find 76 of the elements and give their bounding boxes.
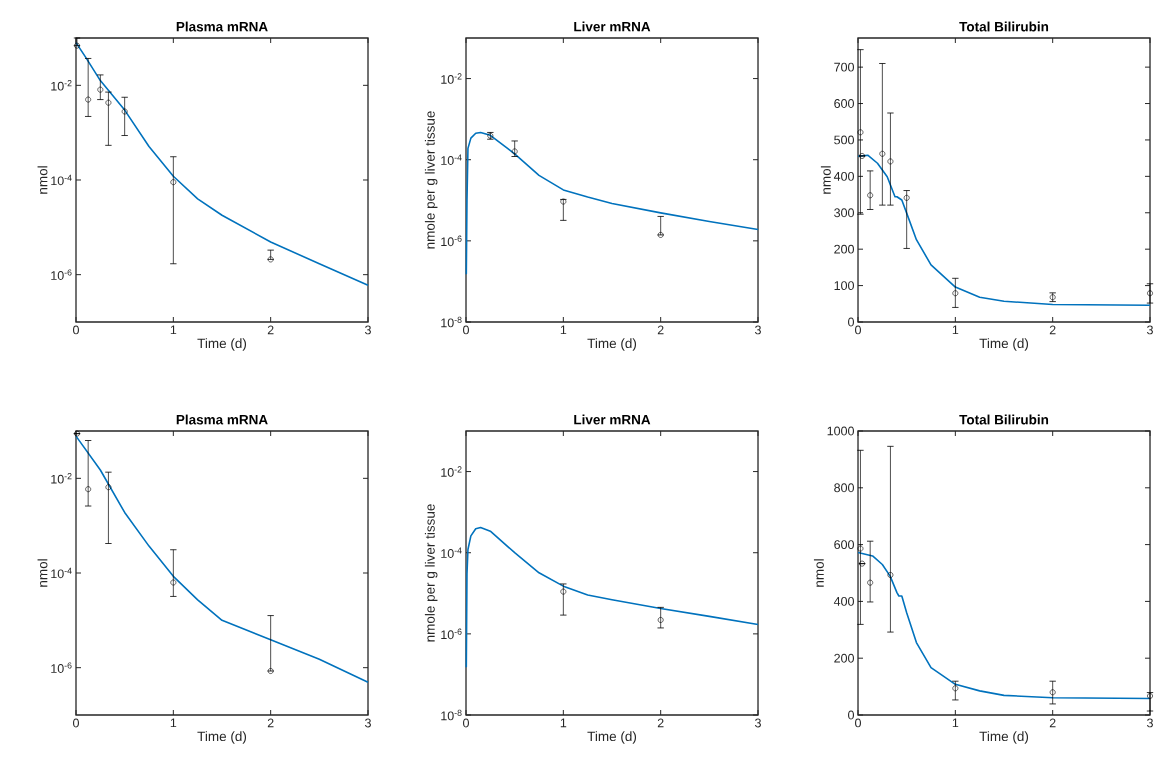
line-series [75, 435, 369, 684]
line-series [465, 131, 759, 276]
y-tick-label: 10$^{-6}$ [51, 662, 72, 673]
x-tick-label: 0 [73, 325, 79, 335]
chart-title: Total Bilirubin [959, 21, 1049, 32]
x-tick-label: 3 [1147, 718, 1153, 728]
y-tick-label: 800 [834, 483, 854, 493]
x-tick-label: 3 [755, 325, 761, 335]
x-tick-label: 0 [73, 718, 79, 728]
y-tick-label: 100 [834, 281, 854, 291]
y-axis-title: nmol [37, 166, 48, 194]
y-tick-label: 300 [834, 208, 854, 218]
x-tick-label: 1 [560, 325, 567, 335]
y-tick-label: 10$^{-4}$ [51, 174, 72, 186]
line-series [857, 551, 1151, 700]
x-tick-label: 3 [755, 718, 761, 728]
y-tick-label: 200 [834, 244, 854, 254]
chart-title: Liver mRNA [574, 414, 651, 425]
x-tick-label: 1 [170, 325, 177, 335]
x-tick-label: 1 [560, 718, 567, 728]
x-tick-label: 2 [1049, 718, 1056, 728]
y-axis-title: nmole per g liver tissue [424, 111, 438, 249]
y-tick-label: 400 [833, 171, 854, 181]
x-axis-title: Time (d) [197, 338, 247, 351]
x-tick-label: 3 [1147, 325, 1153, 335]
line-series [857, 154, 1151, 307]
x-tick-label: 1 [952, 325, 959, 335]
chart-title: Liver mRNA [574, 21, 651, 32]
y-axis-title: nmol [813, 559, 824, 587]
x-tick-label: 2 [657, 325, 664, 335]
y-tick-label: 700 [834, 62, 854, 72]
y-tick-label: 10$^{-2}$ [51, 80, 72, 91]
point [859, 153, 865, 159]
x-axis-title: Time (d) [979, 731, 1029, 744]
y-tick-label: 10$^{-6}$ [51, 269, 72, 280]
y-tick-label: 10$^{-8}$ [441, 316, 462, 328]
y-tick-label: 10$^{-8}$ [441, 709, 462, 721]
y-tick-label: 10$^{-4}$ [51, 567, 72, 579]
x-axis-title: Time (d) [979, 338, 1029, 351]
y-tick-label: 10$^{-2}$ [441, 73, 462, 84]
x-axis-title: Time (d) [197, 731, 247, 744]
x-tick-label: 0 [463, 718, 469, 728]
y-tick-label: 500 [834, 135, 854, 145]
y-tick-label: 10$^{-6}$ [441, 628, 462, 640]
x-axis-title: Time (d) [587, 338, 637, 351]
y-tick-label: 10$^{-2}$ [51, 473, 72, 484]
y-tick-label: 0 [848, 710, 855, 720]
y-tick-label: 10$^{-2}$ [441, 466, 462, 477]
x-tick-label: 3 [364, 325, 371, 335]
x-tick-label: 1 [952, 718, 959, 728]
y-tick-label: 400 [833, 596, 854, 606]
y-axis-title: nmol [820, 166, 831, 194]
line-series [465, 526, 759, 669]
x-tick-label: 2 [267, 325, 274, 335]
y-tick-label: 10$^{-4}$ [441, 154, 462, 165]
y-tick-label: 0 [848, 317, 855, 327]
y-axis-title: nmole per g liver tissue [424, 504, 438, 642]
y-tick-label: 200 [834, 653, 854, 663]
y-tick-label: 1000 [827, 426, 854, 436]
x-tick-label: 1 [170, 718, 177, 728]
x-tick-label: 2 [657, 718, 664, 728]
y-axis-title: nmol [37, 559, 48, 587]
point [74, 430, 80, 437]
x-axis-title: Time (d) [587, 731, 637, 744]
chart-title: Plasma mRNA [176, 414, 268, 425]
chart-title: Plasma mRNA [176, 21, 268, 32]
y-tick-label: 10$^{-6}$ [441, 235, 462, 247]
x-tick-label: 3 [364, 718, 371, 728]
y-tick-label: 600 [834, 540, 854, 550]
y-tick-label: 10$^{-4}$ [441, 547, 462, 558]
y-tick-label: 600 [834, 99, 854, 108]
point [859, 560, 865, 567]
x-tick-label: 2 [1049, 325, 1056, 335]
x-tick-label: 2 [267, 718, 274, 728]
chart-title: Total Bilirubin [959, 414, 1049, 425]
x-tick-label: 0 [463, 325, 469, 335]
